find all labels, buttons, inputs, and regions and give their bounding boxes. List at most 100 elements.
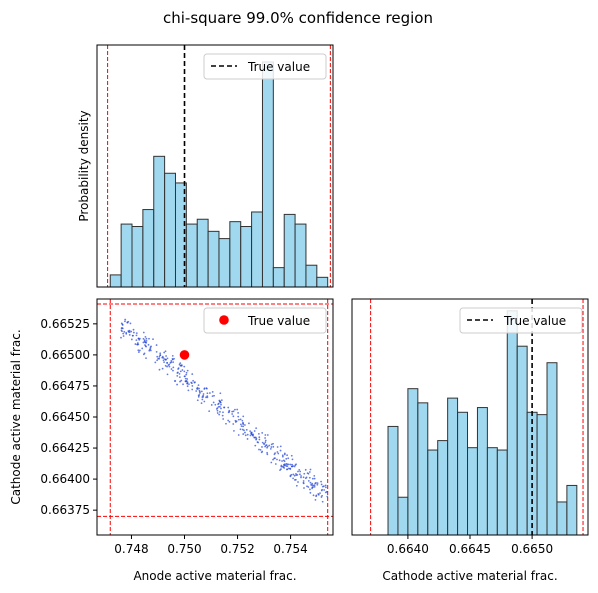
sample-point xyxy=(276,446,279,448)
sample-point xyxy=(145,339,148,342)
sample-point xyxy=(313,474,316,477)
sample-point xyxy=(206,392,209,395)
sample-point xyxy=(309,481,312,484)
sample-point xyxy=(232,410,235,413)
sample-point xyxy=(125,332,128,335)
sample-point xyxy=(248,422,250,425)
sample-point xyxy=(232,415,235,418)
sample-point xyxy=(308,476,311,479)
histogram-bar xyxy=(447,397,459,536)
sample-point xyxy=(244,431,246,434)
sample-point xyxy=(285,463,288,465)
sample-point xyxy=(313,484,316,487)
sample-point xyxy=(315,482,317,484)
histogram-bar xyxy=(467,447,478,536)
sample-point xyxy=(258,438,261,441)
histogram-bar xyxy=(556,501,568,536)
sample-point xyxy=(240,425,243,428)
sample-point xyxy=(270,443,273,446)
sample-point xyxy=(272,458,274,461)
sample-points xyxy=(120,318,329,503)
sample-point xyxy=(264,434,267,436)
sample-point xyxy=(311,477,314,480)
legend-box xyxy=(459,307,583,334)
histogram-bar xyxy=(142,209,155,288)
sample-point xyxy=(183,370,186,373)
sample-point xyxy=(144,335,147,338)
sample-point xyxy=(239,418,242,421)
sample-point xyxy=(323,489,326,491)
sample-point xyxy=(180,379,183,382)
sample-point xyxy=(214,403,217,406)
histogram-bar xyxy=(131,226,144,288)
histogram-bar xyxy=(516,345,528,536)
sample-point xyxy=(120,329,123,332)
sample-point xyxy=(186,385,189,388)
sample-point xyxy=(321,485,324,488)
sample-point xyxy=(306,485,308,488)
sample-point xyxy=(177,368,180,370)
sample-point xyxy=(163,361,165,364)
sample-point xyxy=(309,491,312,494)
sample-point xyxy=(127,330,130,332)
sample-point xyxy=(211,395,214,398)
histogram-bar xyxy=(496,449,508,536)
sample-point xyxy=(307,472,310,475)
sample-point xyxy=(281,460,283,462)
sample-point xyxy=(198,387,200,390)
sample-point xyxy=(216,407,219,410)
sample-point xyxy=(185,373,188,376)
sample-point xyxy=(217,405,220,408)
sample-point xyxy=(266,446,268,449)
sample-point xyxy=(326,495,329,498)
sample-point xyxy=(166,365,168,368)
y-tick-label: 0.66450 xyxy=(40,410,90,424)
sample-point xyxy=(242,433,245,435)
sample-point xyxy=(158,357,161,360)
sample-point xyxy=(163,351,166,354)
histogram-bar xyxy=(316,276,329,288)
sample-point xyxy=(124,318,127,321)
sample-point xyxy=(183,375,186,378)
sample-point xyxy=(320,483,323,486)
sample-point xyxy=(178,376,181,379)
sample-point xyxy=(291,458,294,461)
histogram-bar xyxy=(437,440,449,536)
sample-point xyxy=(300,475,302,477)
sample-point xyxy=(255,427,258,430)
sample-point xyxy=(187,389,190,392)
anode-histogram-frame xyxy=(96,44,334,288)
sample-point xyxy=(289,474,292,477)
sample-point xyxy=(284,463,286,466)
sample-point xyxy=(196,399,199,402)
sample-point xyxy=(129,322,132,325)
sample-point xyxy=(161,355,164,358)
sample-point xyxy=(127,320,130,323)
sample-point xyxy=(209,392,211,394)
sample-point xyxy=(137,351,140,353)
sample-point xyxy=(145,357,147,360)
sample-point xyxy=(217,402,220,405)
sample-point xyxy=(164,358,167,361)
x-tick-label: 0.748 xyxy=(114,542,148,556)
sample-point xyxy=(295,474,298,477)
sample-point xyxy=(297,481,299,483)
sample-point xyxy=(234,408,236,411)
sample-point xyxy=(166,373,169,376)
sample-point xyxy=(278,459,281,462)
sample-point xyxy=(148,337,150,340)
sample-point xyxy=(325,486,327,489)
histogram-bar xyxy=(294,223,307,288)
figure-title: chi-square 99.0% confidence region xyxy=(163,9,433,27)
sample-point xyxy=(132,328,135,331)
sample-point xyxy=(203,400,206,403)
sample-point xyxy=(311,486,314,489)
histogram-bar xyxy=(164,172,176,288)
histogram-bar xyxy=(261,61,274,288)
sample-point xyxy=(280,464,283,467)
histogram-bar xyxy=(566,484,578,536)
histogram-bar xyxy=(196,218,209,288)
sample-point xyxy=(263,443,266,445)
sample-point xyxy=(264,439,267,442)
x-tick-label: 0.6645 xyxy=(449,542,491,556)
